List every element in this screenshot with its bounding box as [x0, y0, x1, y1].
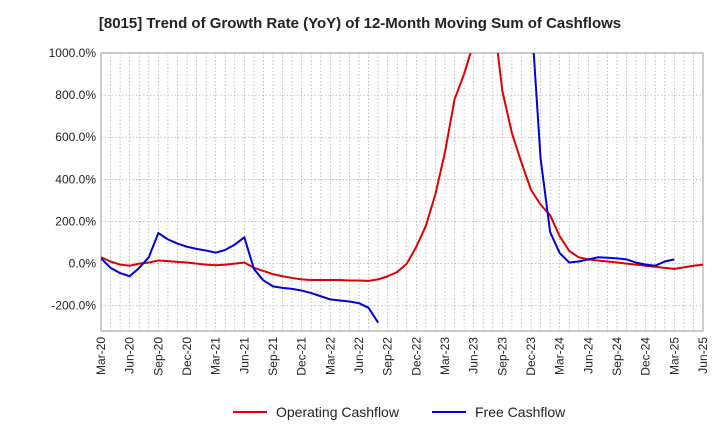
x-tick-label: Sep-24 — [610, 337, 624, 376]
x-tick-label: Jun-20 — [123, 337, 137, 374]
series-group — [101, 53, 703, 324]
chart-title: [8015] Trend of Growth Rate (YoY) of 12-… — [98, 15, 622, 32]
legend-item-operating-cashflow: Operating Cashflow — [233, 404, 399, 420]
x-tick-label: Mar-24 — [553, 337, 567, 375]
x-tick-label: Mar-20 — [94, 337, 108, 375]
x-tick-label: Jun-24 — [581, 337, 595, 374]
x-tick-label: Mar-25 — [667, 337, 681, 375]
x-tick-label: Dec-24 — [639, 337, 653, 376]
y-tick-label: -200.0% — [51, 299, 96, 313]
y-tick-label: 0.0% — [69, 257, 97, 271]
legend-swatch — [432, 411, 466, 413]
x-tick-label: Dec-23 — [524, 337, 538, 376]
x-tick-label: Mar-22 — [323, 337, 337, 375]
x-tick-label: Sep-20 — [151, 337, 165, 376]
y-tick-label: 1000.0% — [49, 46, 97, 60]
x-tick-label: Dec-20 — [180, 337, 194, 376]
x-tick-label: Jun-21 — [237, 337, 251, 374]
y-tick-label: 600.0% — [55, 130, 96, 144]
x-tick-label: Jun-23 — [467, 337, 481, 374]
y-tick-label: 200.0% — [55, 214, 96, 228]
chart-legend: Operating Cashflow Free Cashflow — [0, 404, 720, 426]
x-tick-label: Dec-22 — [409, 337, 423, 376]
legend-item-free-cashflow: Free Cashflow — [432, 404, 565, 420]
x-tick-label: Mar-23 — [438, 337, 452, 375]
x-tick-label: Sep-21 — [266, 337, 280, 376]
legend-swatch — [233, 411, 267, 413]
y-tick-label: 800.0% — [55, 88, 96, 102]
legend-label: Free Cashflow — [475, 404, 566, 420]
x-tick-label: Jun-22 — [352, 337, 366, 374]
x-tick-label: Dec-21 — [295, 337, 309, 376]
x-tick-label: Mar-21 — [209, 337, 223, 375]
series-line-free-cashflow — [101, 53, 675, 324]
legend-label: Operating Cashflow — [276, 404, 399, 420]
y-tick-label: 400.0% — [55, 172, 96, 186]
x-tick-label: Sep-23 — [495, 337, 509, 376]
x-tick-label: Sep-22 — [381, 337, 395, 376]
plot-area — [100, 52, 704, 332]
series-line-operating-cashflow — [101, 53, 703, 282]
x-tick-label: Jun-25 — [696, 337, 710, 374]
